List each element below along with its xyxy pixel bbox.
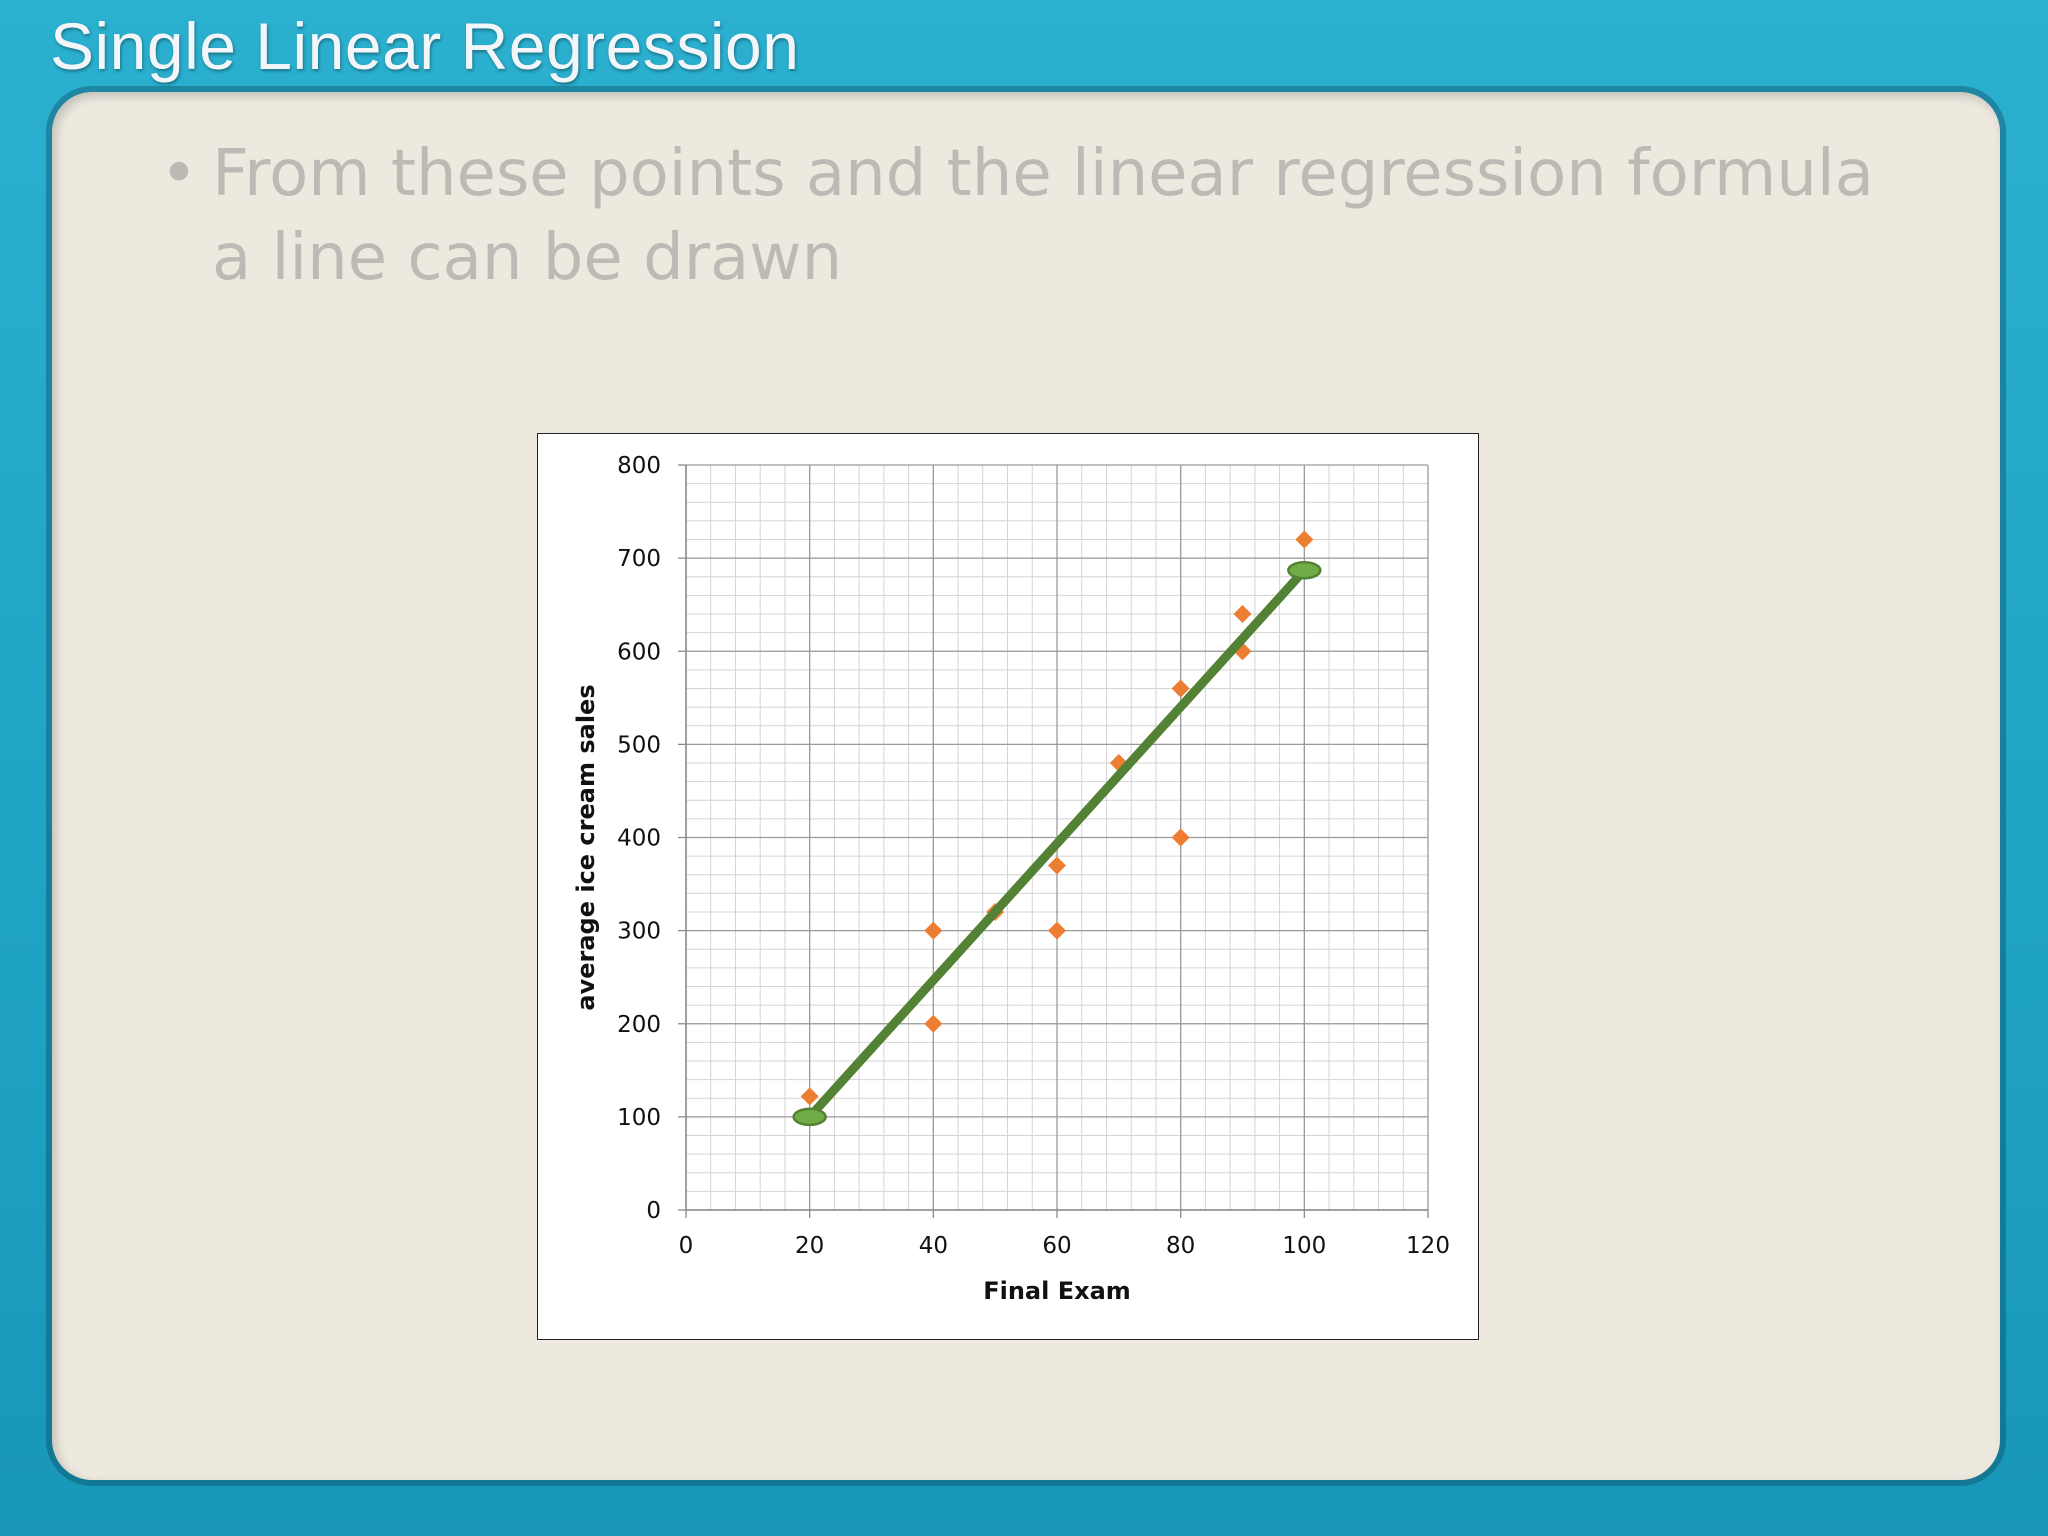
bullet-marker: • — [160, 137, 198, 211]
y-tick-label: 200 — [617, 1012, 661, 1038]
regression-end-marker — [1287, 560, 1322, 580]
data-point — [1171, 828, 1190, 847]
y-tick-label: 100 — [617, 1105, 661, 1131]
regression-line-group — [792, 560, 1322, 1127]
data-point — [1171, 679, 1190, 698]
y-tick-label: 800 — [617, 453, 661, 479]
y-tick-label: 0 — [646, 1198, 661, 1224]
regression-start-marker — [792, 1107, 827, 1127]
x-tick-label: 40 — [919, 1233, 948, 1259]
data-points — [800, 530, 1314, 1106]
x-tick-label: 20 — [795, 1233, 824, 1259]
slide-title: Single Linear Regression — [50, 9, 800, 83]
y-axis-label: average ice cream sales — [572, 684, 600, 1010]
x-tick-label: 0 — [679, 1233, 694, 1259]
data-point — [1048, 921, 1066, 940]
data-point — [1233, 605, 1252, 623]
bullet-item: • From these points and the linear regre… — [160, 132, 1920, 300]
x-tick-label: 120 — [1406, 1233, 1450, 1259]
tick-labels: 0 20 40 60 80 100 120 0 100 200 300 400 500 600 700 800 — [617, 453, 1450, 1259]
data-point — [1295, 530, 1314, 549]
chart-frame: 0 20 40 60 80 100 120 0 100 200 300 400 500 600 700 800… — [537, 433, 1479, 1340]
data-point — [924, 1014, 943, 1033]
y-tick-label: 600 — [617, 639, 661, 665]
data-point — [800, 1087, 819, 1106]
y-tick-label: 700 — [617, 546, 661, 572]
axes — [678, 464, 1429, 1218]
bullet-text: From these points and the linear regress… — [212, 137, 1874, 295]
data-point — [1048, 856, 1066, 875]
y-tick-label: 300 — [617, 919, 661, 945]
data-point — [924, 921, 943, 940]
scatter-chart: 0 20 40 60 80 100 120 0 100 200 300 400 500 600 700 800… — [572, 453, 1450, 1305]
x-tick-label: 100 — [1282, 1233, 1326, 1259]
y-tick-label: 500 — [617, 732, 661, 758]
x-axis-label: Final Exam — [983, 1277, 1131, 1305]
x-tick-label: 80 — [1166, 1233, 1195, 1259]
regression-line — [805, 565, 1309, 1122]
y-tick-label: 400 — [617, 826, 661, 852]
x-tick-label: 60 — [1042, 1233, 1071, 1259]
